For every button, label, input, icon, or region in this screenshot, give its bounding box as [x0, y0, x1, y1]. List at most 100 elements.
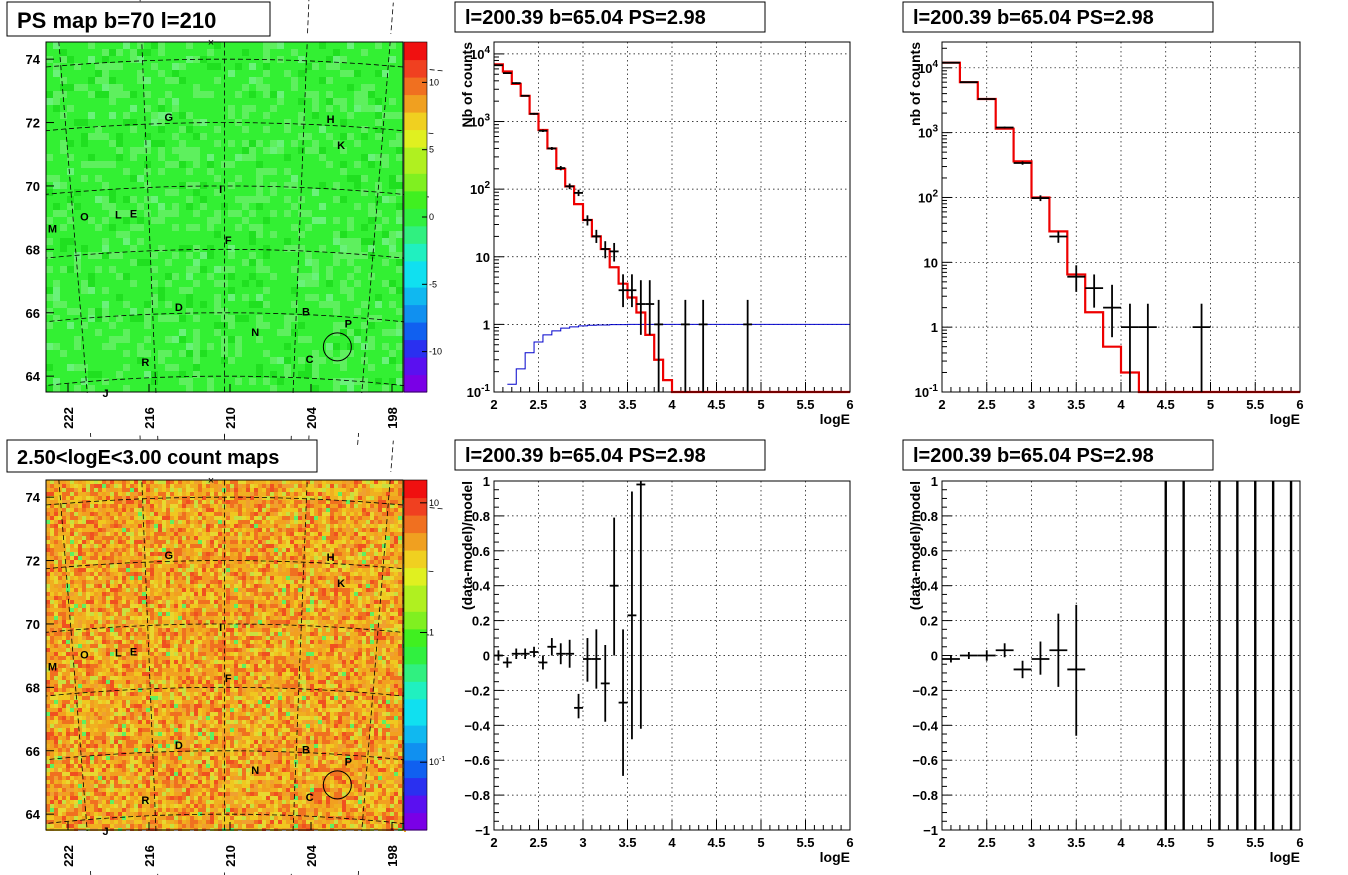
map-cell [174, 612, 178, 616]
map-cell [90, 592, 94, 596]
map-cell [67, 266, 74, 273]
map-cell [305, 252, 312, 259]
map-cell [106, 480, 110, 484]
map-cell [106, 500, 110, 504]
map-cell [318, 656, 322, 660]
map-cell [200, 252, 207, 259]
map-cell [98, 544, 102, 548]
map-cell [246, 672, 250, 676]
map-cell [130, 512, 134, 516]
map-cell [86, 524, 90, 528]
map-cell [306, 588, 310, 592]
map-cell [66, 480, 70, 484]
map-cell [314, 536, 318, 540]
colorbar-cell [404, 59, 427, 69]
map-cell [306, 676, 310, 680]
map-cell [282, 540, 286, 544]
map-cell [182, 536, 186, 540]
map-cell [67, 238, 74, 245]
map-cell [378, 624, 382, 628]
map-cell [230, 488, 234, 492]
map-cell [382, 536, 386, 540]
map-cell [250, 632, 254, 636]
map-cell [396, 308, 403, 315]
map-cell [333, 231, 340, 238]
map-cell [305, 273, 312, 280]
panel-count-spectrum: 2 2.5 3 3.5 4 4.5 5 5.5 610-1110102103104logENb … [454, 1, 854, 427]
map-cell [137, 175, 144, 182]
map-cell [334, 644, 338, 648]
map-cell [262, 612, 266, 616]
map-cell [347, 84, 354, 91]
map-cell [74, 640, 78, 644]
map-cell [198, 620, 202, 624]
map-cell [266, 540, 270, 544]
map-cell [58, 524, 62, 528]
map-cell [218, 652, 222, 656]
map-cell [118, 524, 122, 528]
map-cell [347, 378, 354, 385]
map-cell [74, 676, 78, 680]
map-cell [354, 203, 361, 210]
map-cell [396, 182, 403, 189]
map-cell [138, 500, 142, 504]
map-cell [46, 175, 53, 182]
map-cell [256, 84, 263, 91]
map-cell [354, 266, 361, 273]
map-cell [370, 504, 374, 508]
map-cell [86, 488, 90, 492]
map-cell [58, 672, 62, 676]
x-tick-label: 4 [1117, 397, 1125, 412]
map-cell [386, 652, 390, 656]
map-cell [290, 544, 294, 548]
map-cell [375, 210, 382, 217]
map-cell [370, 524, 374, 528]
map-cell [74, 336, 81, 343]
map-cell [106, 676, 110, 680]
map-cell [162, 664, 166, 668]
map-cell [358, 672, 362, 676]
map-cell [249, 63, 256, 70]
map-cell [246, 548, 250, 552]
map-cell [166, 612, 170, 616]
map-cell [314, 584, 318, 588]
map-cell [58, 624, 62, 628]
map-cell [114, 656, 118, 660]
map-cell [235, 336, 242, 343]
map-cell [142, 548, 146, 552]
map-cell [94, 608, 98, 612]
map-cell [258, 508, 262, 512]
map-cell [382, 616, 386, 620]
map-cell [130, 540, 134, 544]
map-cell [67, 56, 74, 63]
map-cell [270, 620, 274, 624]
map-cell [218, 552, 222, 556]
data-point [1013, 161, 1032, 165]
map-cell [342, 576, 346, 580]
colorbar-cell [404, 182, 427, 192]
map-cell [390, 528, 394, 532]
map-cell [86, 636, 90, 640]
map-cell [202, 492, 206, 496]
map-cell [374, 516, 378, 520]
map-cell [158, 664, 162, 668]
map-cell [174, 620, 178, 624]
map-cell [186, 56, 193, 63]
map-cell [386, 480, 390, 484]
map-cell [386, 564, 390, 568]
map-cell [130, 668, 134, 672]
map-cell [190, 540, 194, 544]
map-cell [342, 652, 346, 656]
map-cell [382, 632, 386, 636]
map-cell [142, 648, 146, 652]
map-cell [386, 512, 390, 516]
map-cell [190, 488, 194, 492]
map-cell [137, 203, 144, 210]
map-cell [165, 112, 172, 119]
map-cell [230, 492, 234, 496]
map-cell [53, 301, 60, 308]
data-point [1103, 284, 1121, 338]
map-cell [58, 536, 62, 540]
map-cell [126, 612, 130, 616]
map-cell [206, 584, 210, 588]
